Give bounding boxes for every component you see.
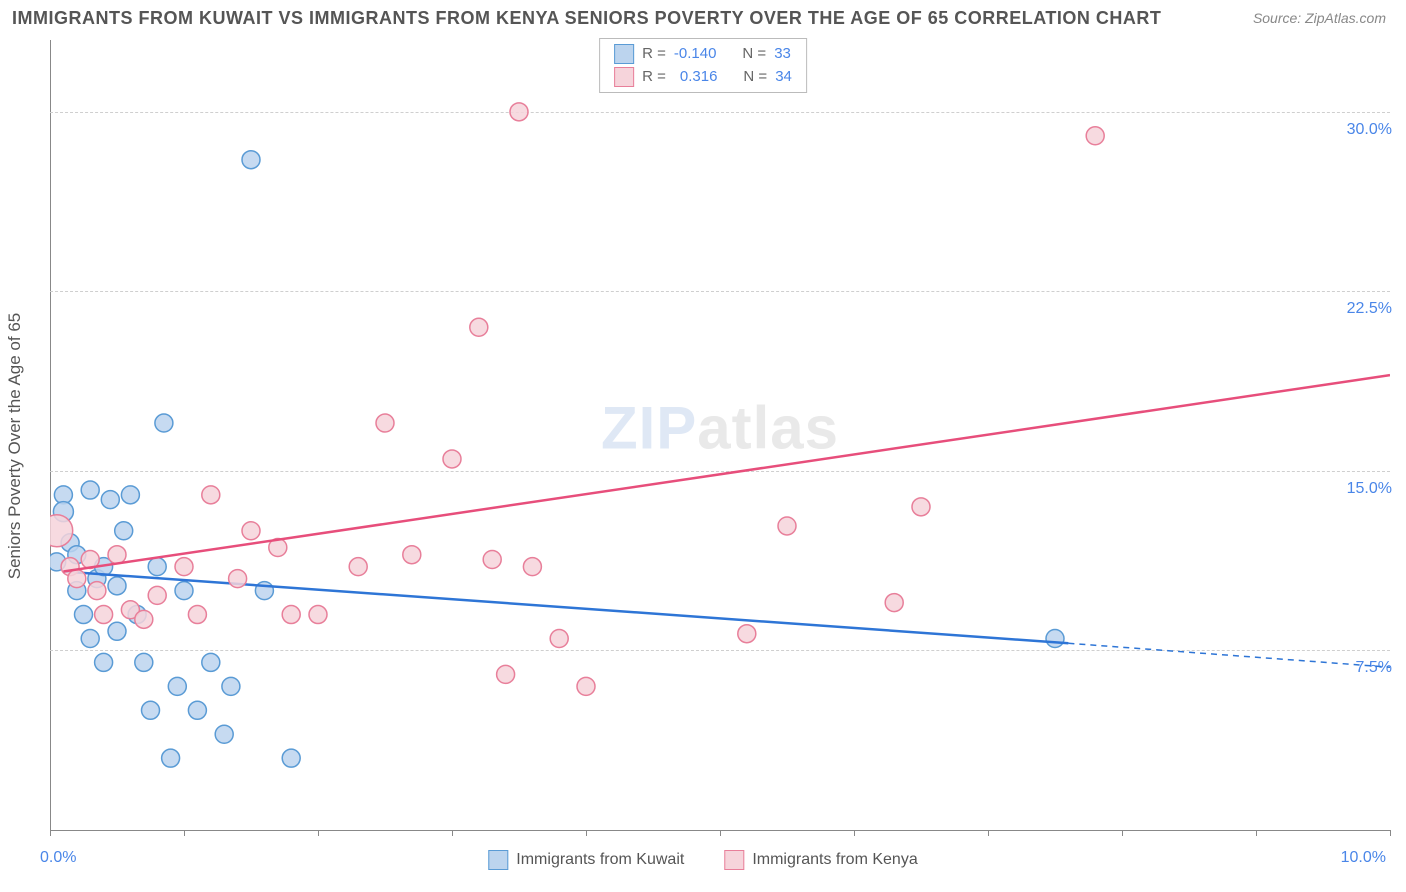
x-tick — [318, 830, 319, 836]
legend-n-value-kuwait: 33 — [774, 43, 791, 66]
scatter-point — [68, 570, 86, 588]
legend-r-label: R = — [642, 66, 666, 89]
scatter-point — [108, 577, 126, 595]
scatter-point — [470, 318, 488, 336]
scatter-point — [483, 550, 501, 568]
scatter-point — [175, 582, 193, 600]
scatter-point — [162, 749, 180, 767]
chart-svg — [50, 40, 1390, 830]
scatter-point — [523, 558, 541, 576]
scatter-point — [242, 151, 260, 169]
legend-label-kuwait: Immigrants from Kuwait — [516, 851, 684, 869]
scatter-point — [215, 725, 233, 743]
legend-n-value-kenya: 34 — [775, 66, 792, 89]
scatter-point — [497, 665, 515, 683]
source-label: Source: ZipAtlas.com — [1253, 10, 1386, 26]
scatter-point — [349, 558, 367, 576]
scatter-point — [885, 594, 903, 612]
scatter-point — [282, 749, 300, 767]
scatter-point — [188, 606, 206, 624]
legend-row-kenya: R = 0.316 N = 34 — [614, 66, 792, 89]
scatter-point — [376, 414, 394, 432]
legend-row-kuwait: R = -0.140 N = 33 — [614, 43, 792, 66]
legend-swatch-kenya-bottom — [724, 850, 744, 870]
scatter-point — [88, 582, 106, 600]
scatter-point — [242, 522, 260, 540]
legend-label-kenya: Immigrants from Kenya — [752, 851, 917, 869]
scatter-point — [121, 486, 139, 504]
x-tick — [452, 830, 453, 836]
chart-title: IMMIGRANTS FROM KUWAIT VS IMMIGRANTS FRO… — [12, 8, 1161, 29]
scatter-point — [101, 491, 119, 509]
scatter-point — [81, 629, 99, 647]
scatter-point — [155, 414, 173, 432]
scatter-point — [912, 498, 930, 516]
scatter-point — [135, 653, 153, 671]
legend-item-kuwait: Immigrants from Kuwait — [488, 850, 684, 870]
x-tick — [1390, 830, 1391, 836]
scatter-point — [108, 546, 126, 564]
x-axis-min-label: 0.0% — [40, 849, 76, 867]
scatter-point — [778, 517, 796, 535]
scatter-point — [229, 570, 247, 588]
scatter-point — [148, 558, 166, 576]
scatter-point — [202, 653, 220, 671]
scatter-point — [222, 677, 240, 695]
scatter-point — [81, 481, 99, 499]
scatter-point — [202, 486, 220, 504]
x-tick — [50, 830, 51, 836]
legend-correlation: R = -0.140 N = 33 R = 0.316 N = 34 — [599, 38, 807, 93]
scatter-point — [443, 450, 461, 468]
scatter-point — [175, 558, 193, 576]
scatter-point — [309, 606, 327, 624]
trend-line-dashed — [1068, 643, 1390, 667]
trend-line — [63, 375, 1390, 571]
x-tick — [184, 830, 185, 836]
scatter-point — [188, 701, 206, 719]
legend-swatch-kuwait-bottom — [488, 850, 508, 870]
scatter-point — [168, 677, 186, 695]
scatter-point — [510, 103, 528, 121]
x-tick — [988, 830, 989, 836]
legend-n-label: N = — [743, 66, 767, 89]
scatter-point — [1046, 629, 1064, 647]
legend-r-value-kenya: 0.316 — [674, 66, 718, 89]
y-axis-title: Seniors Poverty Over the Age of 65 — [5, 313, 25, 579]
scatter-point — [1086, 127, 1104, 145]
plot-area: ZIPatlas 7.5%15.0%22.5%30.0% — [50, 40, 1390, 831]
x-tick — [586, 830, 587, 836]
legend-swatch-kenya — [614, 67, 634, 87]
scatter-point — [282, 606, 300, 624]
scatter-point — [108, 622, 126, 640]
legend-r-label: R = — [642, 43, 666, 66]
scatter-point — [135, 610, 153, 628]
scatter-point — [75, 606, 93, 624]
legend-n-label: N = — [742, 43, 766, 66]
scatter-point — [115, 522, 133, 540]
x-axis-max-label: 10.0% — [1341, 849, 1386, 867]
scatter-point — [142, 701, 160, 719]
scatter-point — [95, 606, 113, 624]
x-tick — [1256, 830, 1257, 836]
scatter-point — [403, 546, 421, 564]
x-tick — [854, 830, 855, 836]
scatter-point — [550, 629, 568, 647]
scatter-point — [148, 586, 166, 604]
scatter-point — [95, 653, 113, 671]
x-tick — [1122, 830, 1123, 836]
x-tick — [720, 830, 721, 836]
legend-item-kenya: Immigrants from Kenya — [724, 850, 917, 870]
scatter-point — [738, 625, 756, 643]
legend-swatch-kuwait — [614, 44, 634, 64]
legend-series: Immigrants from Kuwait Immigrants from K… — [488, 850, 917, 870]
legend-r-value-kuwait: -0.140 — [674, 43, 717, 66]
scatter-point — [577, 677, 595, 695]
